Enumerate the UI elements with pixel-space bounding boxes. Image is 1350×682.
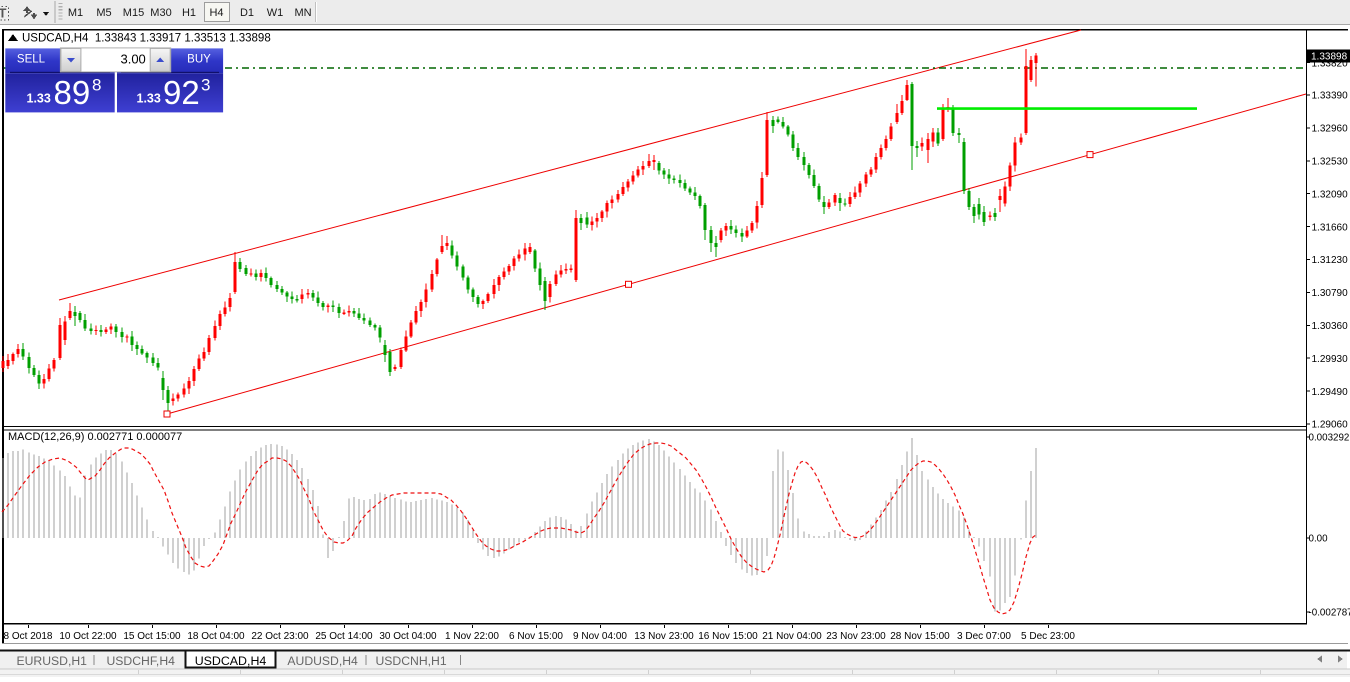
svg-text:8: 8 [92, 76, 101, 95]
svg-text:6 Nov 15:00: 6 Nov 15:00 [509, 631, 563, 642]
svg-text:23 Nov 23:00: 23 Nov 23:00 [826, 631, 886, 642]
svg-text:30 Oct 04:00: 30 Oct 04:00 [379, 631, 437, 642]
svg-text:D1: D1 [240, 7, 254, 19]
svg-text:0.003292: 0.003292 [1309, 433, 1350, 444]
svg-text:1.32530: 1.32530 [1312, 157, 1349, 168]
svg-text:H4: H4 [209, 7, 223, 19]
svg-text:1.33390: 1.33390 [1312, 91, 1349, 102]
svg-text:MACD(12,26,9) 0.002771 0.00007: MACD(12,26,9) 0.002771 0.000077 [8, 431, 182, 443]
svg-text:MN: MN [294, 7, 311, 19]
svg-text:USDCNH,H1: USDCNH,H1 [376, 654, 447, 668]
svg-text:USDCAD,H4: USDCAD,H4 [195, 654, 267, 668]
svg-text:1.31230: 1.31230 [1312, 255, 1349, 266]
svg-text:1.29060: 1.29060 [1312, 420, 1349, 431]
svg-text:BUY: BUY [187, 54, 211, 66]
svg-text:89: 89 [54, 74, 91, 111]
svg-text:92: 92 [163, 74, 200, 111]
svg-text:28 Nov 15:00: 28 Nov 15:00 [890, 631, 950, 642]
svg-text:1.33: 1.33 [137, 92, 161, 106]
svg-text:USDCAD,H4 1.33843 1.33917 1.3: USDCAD,H4 1.33843 1.33917 1.33513 1.3389… [22, 33, 271, 45]
svg-text:8 Oct 2018: 8 Oct 2018 [4, 631, 53, 642]
svg-text:3: 3 [201, 76, 210, 95]
svg-text:0.00: 0.00 [1309, 534, 1329, 545]
svg-text:22 Oct 23:00: 22 Oct 23:00 [251, 631, 309, 642]
svg-text:M15: M15 [123, 7, 144, 19]
svg-text:1.29490: 1.29490 [1312, 387, 1349, 398]
svg-text:AUDUSD,H4: AUDUSD,H4 [287, 654, 358, 668]
svg-text:3 Dec 07:00: 3 Dec 07:00 [957, 631, 1011, 642]
svg-text:10 Oct 22:00: 10 Oct 22:00 [59, 631, 117, 642]
svg-text:1.30790: 1.30790 [1312, 288, 1349, 299]
svg-text:-0.002787: -0.002787 [1309, 608, 1350, 619]
svg-text:1 Nov 22:00: 1 Nov 22:00 [445, 631, 499, 642]
svg-text:1.29930: 1.29930 [1312, 354, 1349, 365]
svg-text:W1: W1 [267, 7, 284, 19]
svg-text:EURUSD,H1: EURUSD,H1 [17, 654, 88, 668]
svg-text:21 Nov 04:00: 21 Nov 04:00 [762, 631, 822, 642]
svg-text:1.33: 1.33 [27, 92, 51, 106]
svg-text:15 Oct 15:00: 15 Oct 15:00 [123, 631, 181, 642]
svg-text:M30: M30 [150, 7, 171, 19]
svg-text:USDCHF,H4: USDCHF,H4 [107, 654, 176, 668]
svg-text:13 Nov 23:00: 13 Nov 23:00 [634, 631, 694, 642]
svg-text:16 Nov 15:00: 16 Nov 15:00 [698, 631, 758, 642]
svg-text:1.30360: 1.30360 [1312, 321, 1349, 332]
svg-text:9 Nov 04:00: 9 Nov 04:00 [573, 631, 627, 642]
svg-text:SELL: SELL [17, 54, 46, 66]
svg-text:M1: M1 [68, 7, 83, 19]
svg-text:1.32090: 1.32090 [1312, 189, 1349, 200]
svg-text:3.00: 3.00 [120, 52, 145, 67]
svg-text:M5: M5 [96, 7, 111, 19]
svg-text:T: T [0, 6, 7, 21]
svg-text:1.33898: 1.33898 [1311, 51, 1348, 62]
svg-text:1.31660: 1.31660 [1312, 222, 1349, 233]
svg-text:H1: H1 [182, 7, 196, 19]
svg-text:5 Dec 23:00: 5 Dec 23:00 [1021, 631, 1075, 642]
svg-text:1.32960: 1.32960 [1312, 124, 1349, 135]
svg-text:18 Oct 04:00: 18 Oct 04:00 [187, 631, 245, 642]
svg-text:25 Oct 14:00: 25 Oct 14:00 [315, 631, 373, 642]
